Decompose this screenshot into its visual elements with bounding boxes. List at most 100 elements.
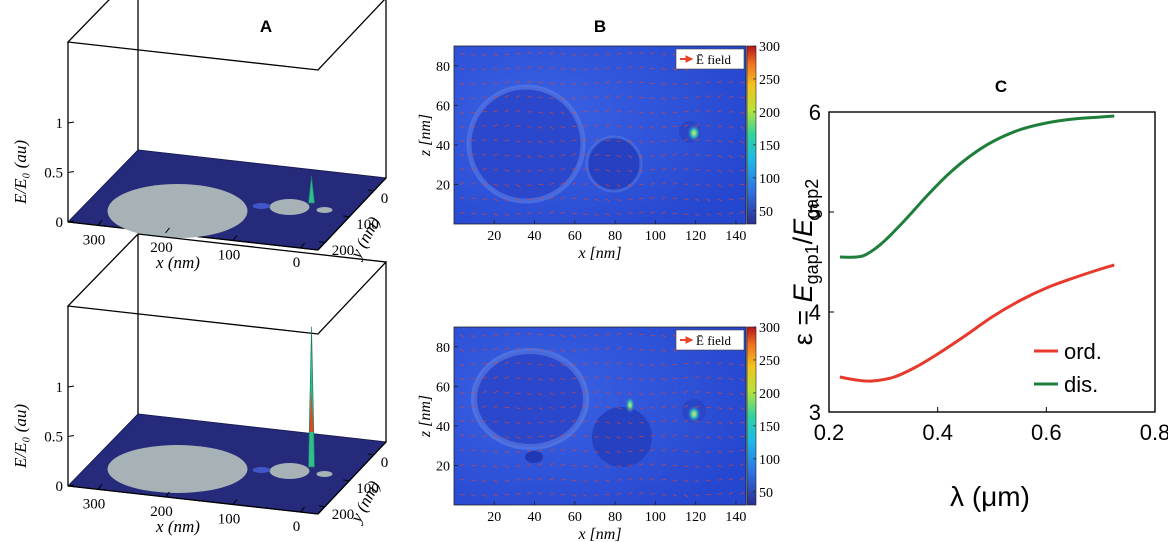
field-arrow [717,125,723,127]
field-arrow [459,182,465,185]
field-arrow [527,184,532,187]
field-arrow [471,449,476,452]
field-arrow [728,392,734,396]
field-arrow [695,213,700,216]
field-arrow [459,167,465,171]
field-arrow [538,492,543,495]
chart-c-y-tick-label: 6 [809,100,821,125]
field-arrow [594,153,599,156]
field-arrow [672,82,677,86]
field-arrow [695,109,700,113]
field-arrow [594,361,599,365]
field-arrow [571,391,577,394]
field-arrow [661,167,666,171]
field-arrow [459,68,465,70]
field-arrow [571,97,577,100]
field-arrow [560,349,565,353]
field-arrow [482,405,487,408]
field-arrow [560,111,566,115]
field-arrow [605,81,611,84]
x-tick-label: 140 [725,510,746,525]
z-tick [67,484,75,487]
z-tick-label: 60 [436,99,450,114]
field-arrow [627,492,633,495]
field-arrow [538,140,543,144]
field-arrow [639,363,644,366]
field-arrow [639,111,644,114]
field-arrow [650,493,655,495]
field-arrow [683,110,689,113]
field-arrow [594,109,599,113]
x-tick-label: 100 [645,229,666,244]
field-arrow [493,348,499,350]
field-arrow [661,82,666,86]
box-top-frame [66,0,386,71]
field-arrow [527,51,532,55]
field-arrow [695,96,700,98]
y-tick-label: 0 [381,191,389,207]
field-arrow [594,390,599,394]
colorbar-tick-label: 150 [759,420,780,435]
field-arrow [493,68,499,71]
y-tick [343,479,350,482]
field-arrow [515,110,521,113]
field-arrow [605,169,611,172]
field-arrow [706,109,711,113]
field-arrow [616,80,621,84]
field-arrow [549,111,554,115]
field-arrow [627,51,633,55]
field-arrow [728,421,734,425]
field-arrow [627,65,633,69]
field-arrow [482,167,487,171]
field-arrow [504,450,509,454]
chart-c-y-tick-label: 3 [809,400,821,425]
field-arrow [616,125,622,127]
field-arrow [493,138,498,142]
field-arrow [482,111,487,113]
x-tick [165,227,170,234]
field-arrow [560,434,565,437]
x-tick-label: 100 [645,510,666,525]
field-arrow [538,81,543,84]
x-tick-label: 300 [83,232,106,248]
field-arrow [695,375,700,379]
field-arrow [482,138,487,142]
field-arrow [661,463,666,466]
field-arrow [482,376,487,379]
field-arrow [571,153,577,156]
field-arrow [661,126,667,129]
field-arrow [482,479,487,483]
field-arrow [683,167,689,171]
field-arrow [639,211,644,214]
x-tick-label: 80 [608,229,622,244]
field-arrow [471,479,476,482]
field-arrow [661,448,666,452]
chart-c-x-axis-label: λ (μm) [950,481,1030,512]
field-arrow [683,435,689,437]
field-arrow [482,183,487,185]
y-tick-label: 200 [332,507,355,523]
field-arrow [706,376,711,379]
field-arrow [549,182,555,185]
field-arrow [627,155,633,158]
field-arrow [661,434,666,437]
field-arrow [560,167,566,171]
field-arrow [605,124,610,127]
field-arrow [616,95,621,98]
field-arrow [706,465,711,468]
field-arrow [717,198,722,202]
panel-letter-a: A [260,17,272,36]
field-arrow [717,407,722,410]
field-arrow [583,465,588,468]
z-axis-label: E/E₀ (au) [11,140,30,205]
z-tick-label: 40 [436,420,450,435]
field-arrow [627,140,633,144]
colorbar-tick-label: 250 [759,73,780,88]
field-arrow [627,407,633,410]
field-arrow [650,334,655,337]
z-tick [67,385,75,388]
y-axis-label: y (nm) [346,213,384,263]
field-arrow [672,68,677,71]
